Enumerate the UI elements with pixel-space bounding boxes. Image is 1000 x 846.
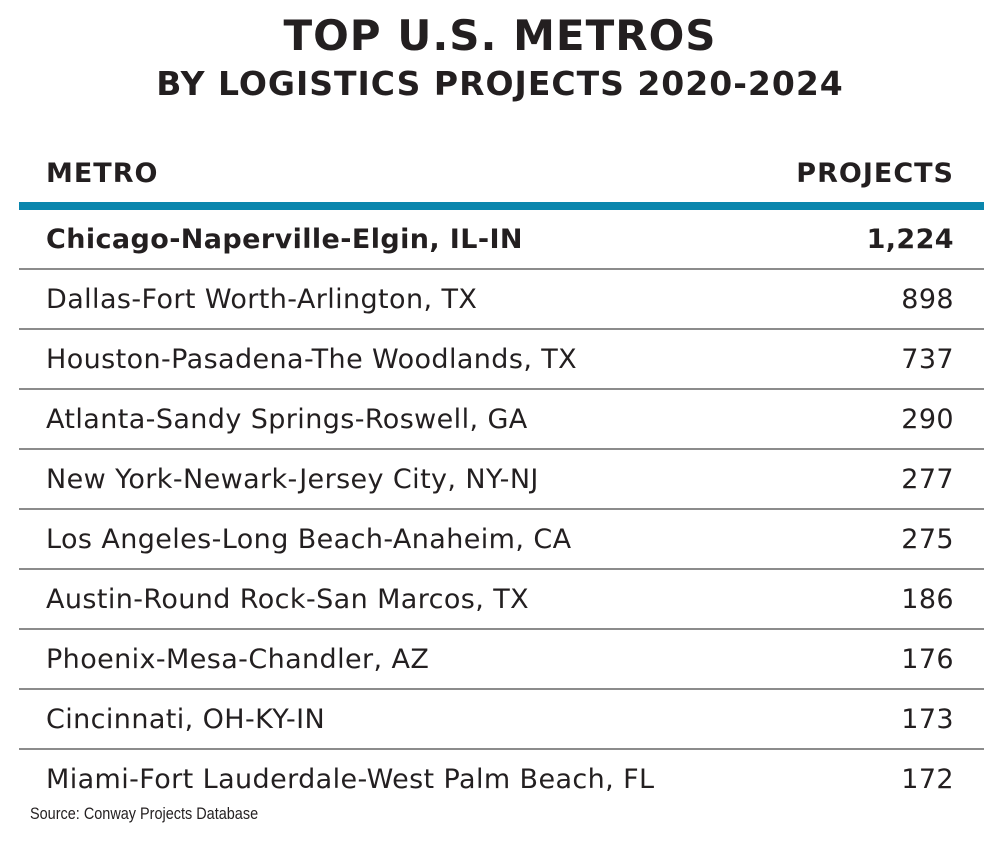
table-row: Chicago-Naperville-Elgin, IL-IN 1,224 (19, 210, 984, 270)
metro-cell: Los Angeles-Long Beach-Anaheim, CA (46, 524, 572, 555)
column-header-metro: METRO (46, 158, 159, 189)
projects-cell: 898 (901, 284, 954, 315)
table-row: Austin-Round Rock-San Marcos, TX 186 (19, 570, 984, 630)
metro-cell: New York-Newark-Jersey City, NY-NJ (46, 464, 539, 495)
metro-cell: Miami-Fort Lauderdale-West Palm Beach, F… (46, 764, 655, 795)
table-row: Cincinnati, OH-KY-IN 173 (19, 690, 984, 750)
table-row: Atlanta-Sandy Springs-Roswell, GA 290 (19, 390, 984, 450)
projects-cell: 277 (901, 464, 954, 495)
metro-cell: Dallas-Fort Worth-Arlington, TX (46, 284, 478, 315)
projects-cell: 737 (901, 344, 954, 375)
page-subtitle: BY LOGISTICS PROJECTS 2020-2024 (156, 64, 844, 103)
page-title: TOP U.S. METROS (283, 11, 717, 60)
table-header: METRO PROJECTS (19, 150, 984, 210)
projects-cell: 186 (901, 584, 954, 615)
source-note: Source: Conway Projects Database (30, 804, 259, 823)
projects-cell: 172 (901, 764, 954, 795)
metro-cell: Atlanta-Sandy Springs-Roswell, GA (46, 404, 528, 435)
column-header-projects: PROJECTS (796, 158, 954, 189)
projects-cell: 176 (901, 644, 954, 675)
table-row: Phoenix-Mesa-Chandler, AZ 176 (19, 630, 984, 690)
metro-cell: Cincinnati, OH-KY-IN (46, 704, 326, 735)
projects-cell: 173 (901, 704, 954, 735)
projects-cell: 1,224 (866, 224, 954, 255)
table-row: Dallas-Fort Worth-Arlington, TX 898 (19, 270, 984, 330)
metro-cell: Houston-Pasadena-The Woodlands, TX (46, 344, 578, 375)
projects-cell: 275 (901, 524, 954, 555)
metro-cell: Chicago-Naperville-Elgin, IL-IN (46, 224, 523, 255)
table-row: Los Angeles-Long Beach-Anaheim, CA 275 (19, 510, 984, 570)
table-row: Miami-Fort Lauderdale-West Palm Beach, F… (19, 750, 984, 808)
metro-cell: Phoenix-Mesa-Chandler, AZ (46, 644, 430, 675)
metro-cell: Austin-Round Rock-San Marcos, TX (46, 584, 530, 615)
metros-table: METRO PROJECTS Chicago-Naperville-Elgin,… (19, 150, 984, 808)
table-row: New York-Newark-Jersey City, NY-NJ 277 (19, 450, 984, 510)
table-row: Houston-Pasadena-The Woodlands, TX 737 (19, 330, 984, 390)
projects-cell: 290 (901, 404, 954, 435)
